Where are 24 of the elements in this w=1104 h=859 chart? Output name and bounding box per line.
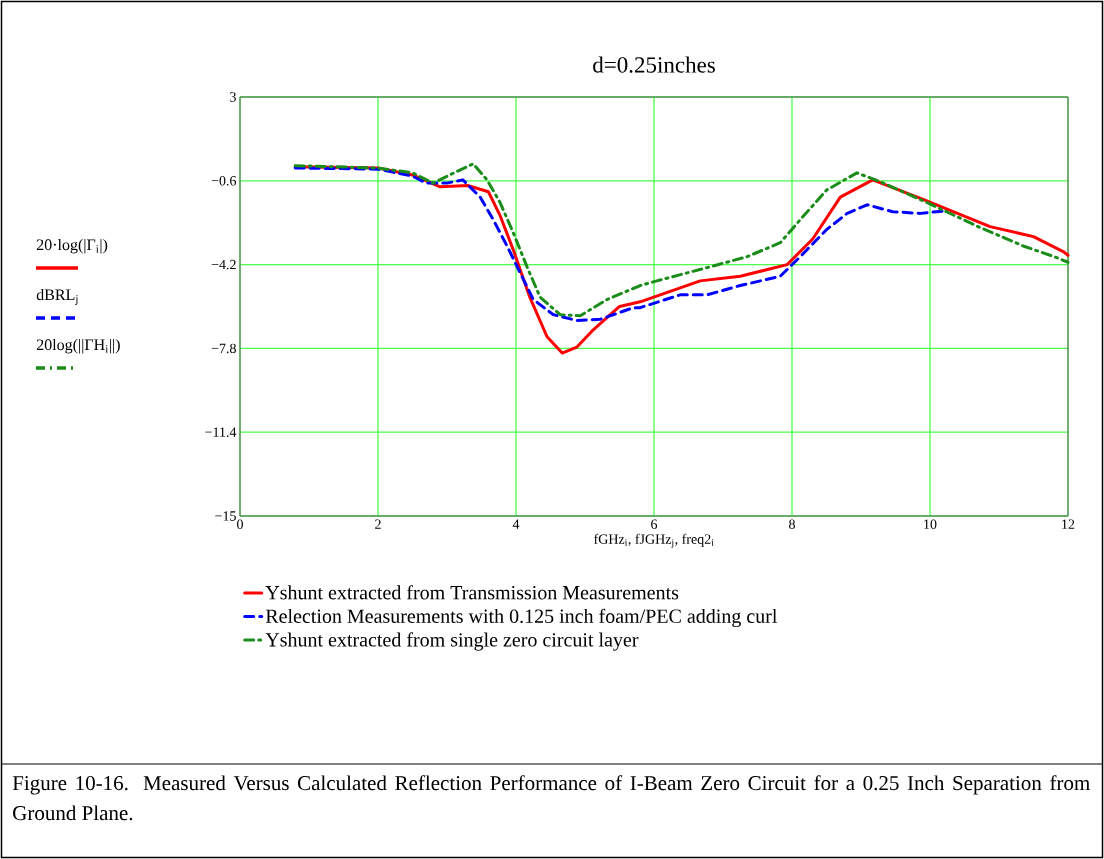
legend-label: Yshunt extracted from single zero circuit layer (265, 632, 639, 651)
x-tick-label: 0 (237, 519, 243, 529)
y-tick-label: −7.8 (211, 343, 236, 354)
x-tick-label: 10 (924, 519, 937, 529)
x-axis-title: fGHz$_{i}$, fJGHz$_{j}$, freq2$_{i}$ (594, 533, 714, 548)
legend-label: Yshunt extracted from Transmission Measurements (265, 585, 679, 600)
caption: Figure 10-16. Measured Versus Calculated Reflection Performance of I-Beam Zero Circuit for a 0.25 Inch Separation from Ground Plane. (12, 775, 1090, 821)
text: 20log(||ΓH$_{i}$||) (36, 338, 120, 354)
y-tick-label: −0.6 (211, 176, 237, 186)
y-tick-label: −4.2 (211, 259, 236, 270)
x-tick-label: 2 (375, 519, 381, 529)
y-tick-label: −11.4 (205, 427, 237, 437)
x-tick-label: 12 (1062, 519, 1075, 529)
x-tick-label: 8 (789, 519, 795, 529)
y-tick-label: −15 (215, 511, 236, 521)
line-series (293, 162, 1070, 318)
x-tick-label: 6 (651, 519, 658, 529)
text: dBRL$_{j}$ (36, 288, 78, 305)
legend-label: Relection Measurements with 0.125 inch foam/PEC adding curl (265, 608, 778, 628)
x-tick-label: 4 (512, 519, 520, 529)
line-series (293, 166, 946, 322)
y-tick-label: 3 (230, 92, 236, 102)
text: 20·log(|Γ$_{i}$|) (36, 238, 108, 254)
chart-title: d=0.25inches (593, 56, 715, 73)
